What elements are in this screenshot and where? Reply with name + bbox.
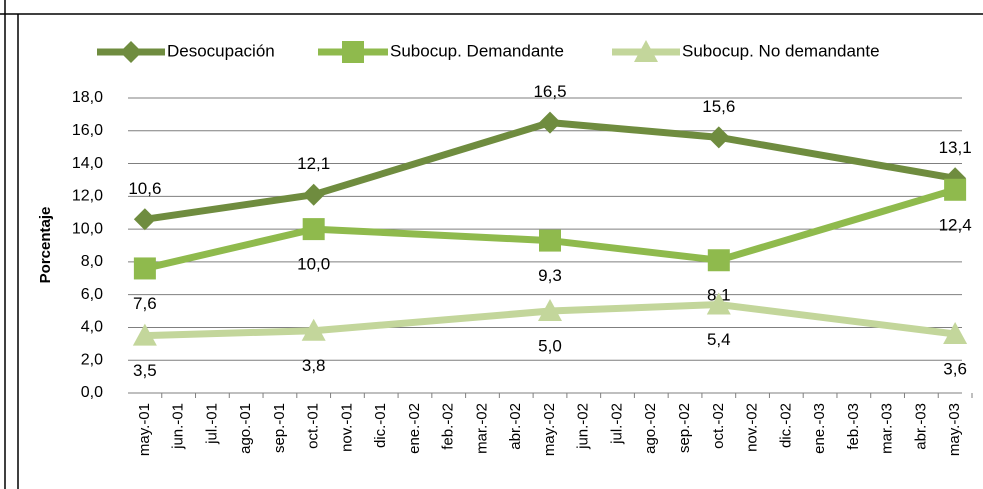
data-label: 5,4: [707, 330, 731, 349]
x-tick-label: dic.-01: [372, 403, 389, 448]
data-label: 3,5: [133, 361, 157, 380]
x-tick-label: oct.-01: [305, 403, 322, 449]
x-tick-label: nov.-02: [744, 403, 761, 452]
x-tick-label: sep.-02: [676, 403, 693, 453]
marker: [301, 318, 326, 341]
x-tick-label: may.-02: [541, 403, 558, 456]
data-label: 10,0: [297, 255, 330, 274]
x-tick-label: nov.-01: [338, 403, 355, 452]
marker: [133, 257, 156, 280]
legend-label: Subocup. Demandante: [390, 41, 564, 60]
marker: [539, 111, 561, 134]
x-tick-label: abr.-02: [507, 403, 524, 450]
data-label: 5,0: [538, 337, 562, 356]
x-tick-label: mar.-02: [473, 403, 490, 454]
x-tick-label: feb.-02: [440, 403, 457, 450]
data-label: 3,8: [302, 356, 326, 375]
data-label: 10,6: [128, 179, 161, 198]
marker: [538, 299, 562, 322]
legend-label: Subocup. No demandante: [682, 41, 880, 60]
data-label: 13,1: [939, 138, 972, 157]
series-line: [144, 119, 956, 223]
x-tick-label: feb.-03: [845, 403, 862, 450]
data-label: 12,4: [939, 215, 972, 234]
marker: [120, 41, 142, 63]
y-tick-label: 16,0: [72, 122, 103, 139]
x-tick-label: dic.-02: [777, 403, 794, 448]
y-tick-label: 8,0: [81, 253, 103, 270]
marker: [302, 218, 325, 241]
y-tick-label: 10,0: [72, 220, 103, 237]
y-axis-title: Porcentaje: [37, 207, 54, 284]
y-tick-label: 0,0: [81, 384, 103, 401]
data-label: 3,6: [943, 359, 967, 378]
marker: [944, 178, 967, 201]
data-label: 16,5: [533, 82, 566, 101]
x-tick-label: ago.-02: [642, 403, 659, 454]
data-label: 12,1: [297, 154, 330, 173]
x-tick-label: may.-01: [136, 403, 153, 456]
x-tick-label: jun.-02: [575, 403, 592, 450]
marker: [634, 40, 658, 62]
data-label: 9,3: [538, 266, 562, 285]
marker: [132, 323, 157, 346]
x-tick-label: oct.-02: [710, 403, 727, 449]
marker: [706, 292, 731, 315]
x-tick-label: may.-03: [946, 403, 963, 456]
y-tick-label: 14,0: [72, 155, 103, 172]
x-tick-label: ene.-02: [406, 403, 423, 454]
y-tick-label: 4,0: [81, 319, 103, 336]
y-tick-label: 18,0: [72, 89, 103, 106]
x-tick-label: jul.-02: [608, 403, 625, 445]
x-tick-label: abr.-03: [912, 403, 929, 450]
y-tick-label: 12,0: [72, 188, 103, 205]
marker: [943, 322, 968, 344]
marker: [707, 249, 730, 272]
x-tick-label: mar.-03: [879, 403, 896, 454]
x-tick-label: ago.-01: [237, 403, 254, 454]
data-label: 15,6: [702, 97, 735, 116]
x-tick-label: jun.-01: [170, 403, 187, 450]
marker: [302, 183, 325, 206]
legend-label: Desocupación: [167, 41, 275, 60]
data-label: 7,6: [133, 294, 157, 313]
y-tick-label: 6,0: [81, 286, 103, 303]
x-tick-label: jul.-01: [203, 403, 220, 445]
marker: [707, 126, 730, 149]
marker: [342, 41, 364, 63]
y-tick-label: 2,0: [81, 351, 103, 368]
x-tick-label: ene.-03: [811, 403, 828, 454]
marker: [133, 208, 156, 231]
marker: [539, 229, 561, 252]
x-tick-label: sep.-01: [271, 403, 288, 453]
